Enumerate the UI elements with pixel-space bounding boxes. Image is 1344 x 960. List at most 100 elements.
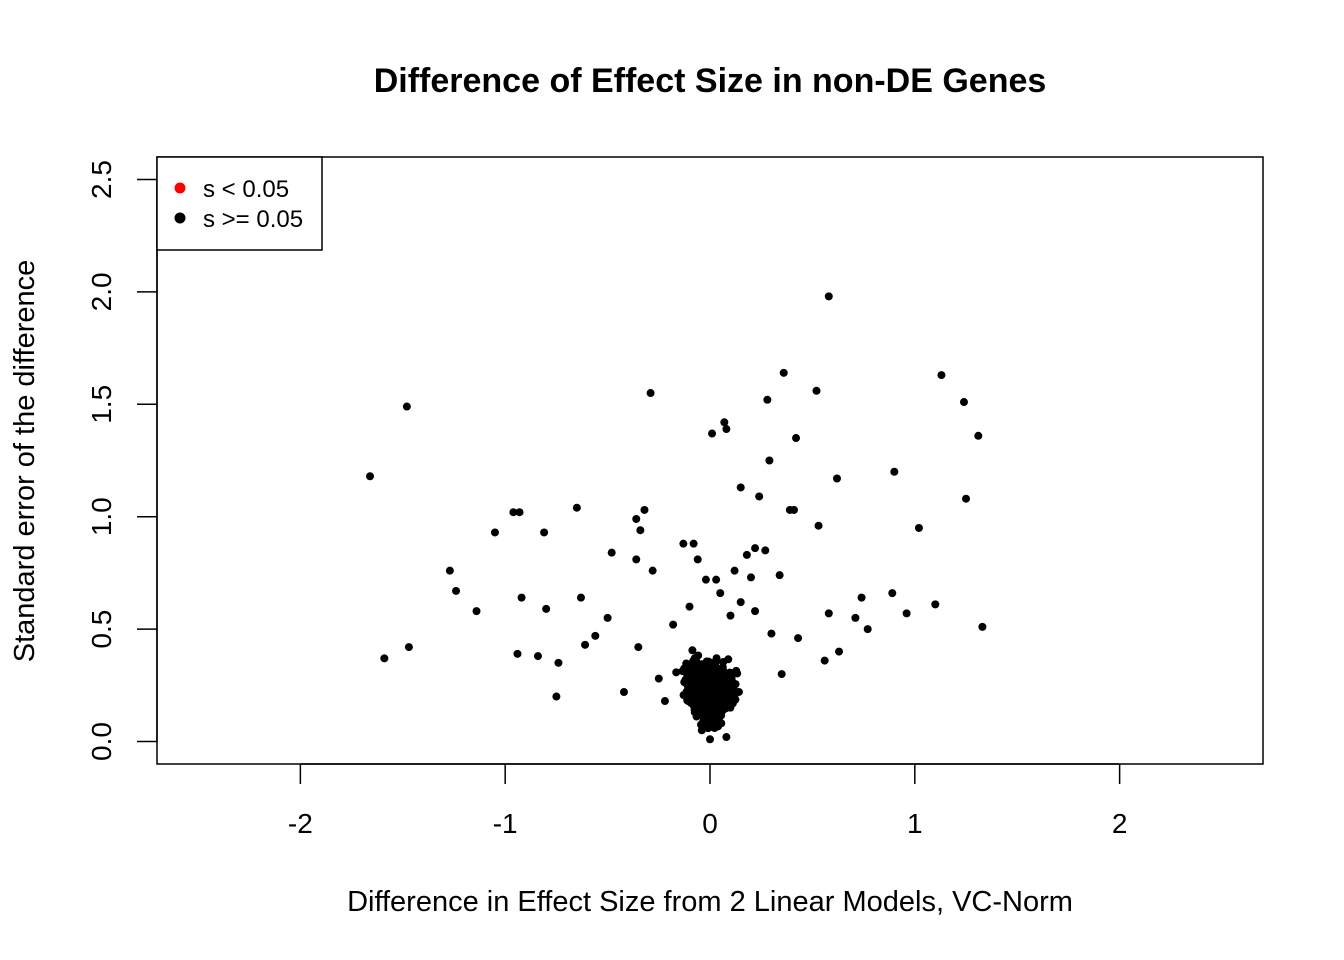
data-point	[445, 566, 454, 575]
data-point	[660, 697, 669, 706]
y-tick-label: 2.5	[86, 160, 117, 199]
y-axis-label: Standard error of the difference	[9, 260, 41, 663]
x-tick-label: 2	[1112, 808, 1128, 839]
data-point	[402, 402, 411, 411]
data-point	[720, 668, 729, 677]
data-point	[636, 526, 645, 535]
data-point	[634, 643, 643, 652]
x-axis-label: Difference in Effect Size from 2 Linear …	[347, 886, 1073, 918]
data-point	[697, 687, 706, 696]
data-point	[716, 589, 725, 598]
data-point	[669, 620, 678, 629]
data-point	[713, 702, 722, 711]
data-point	[888, 589, 897, 598]
data-point	[472, 607, 481, 616]
data-point	[572, 503, 581, 512]
data-point	[914, 523, 923, 532]
data-point	[820, 656, 829, 665]
data-point	[890, 467, 899, 476]
x-tick-label: 1	[907, 808, 923, 839]
data-point	[632, 514, 641, 523]
data-point	[607, 548, 616, 557]
y-tick-label: 1.5	[86, 385, 117, 424]
y-tick-label: 1.0	[86, 497, 117, 536]
data-point	[366, 472, 375, 481]
data-point	[542, 604, 551, 613]
data-point	[685, 602, 694, 611]
legend-marker-red	[174, 182, 186, 194]
data-point	[712, 575, 721, 584]
data-point	[832, 474, 841, 483]
data-point	[380, 654, 389, 663]
data-point	[689, 539, 698, 548]
x-tick-label: 0	[702, 808, 718, 839]
data-point	[779, 368, 788, 377]
y-tick-label: 0.0	[86, 722, 117, 761]
data-point	[680, 678, 689, 687]
data-point	[794, 634, 803, 643]
data-point	[515, 508, 524, 517]
y-axis: 0.0 0.5 1.0 1.5 2.0 2.5	[86, 160, 158, 761]
data-points	[366, 292, 987, 744]
data-point	[714, 687, 723, 696]
data-point	[540, 528, 549, 537]
data-point	[708, 674, 717, 683]
data-point	[765, 456, 774, 465]
data-point	[824, 292, 833, 301]
data-point	[708, 698, 717, 707]
data-point	[632, 555, 641, 564]
data-point	[679, 539, 688, 548]
data-point	[490, 528, 499, 537]
data-point	[619, 688, 628, 697]
data-point	[706, 735, 714, 744]
data-point	[728, 699, 737, 708]
data-point	[705, 682, 714, 691]
data-point	[931, 600, 940, 609]
legend-box	[156, 156, 323, 251]
data-point	[708, 720, 717, 729]
legend-label-red: s < 0.05	[203, 176, 289, 203]
data-point	[581, 640, 590, 649]
data-point	[719, 703, 728, 712]
data-point	[792, 434, 801, 443]
data-point	[654, 674, 663, 683]
data-point	[682, 659, 691, 668]
data-point	[761, 546, 770, 555]
x-axis: -2 -1 0 1 2	[288, 763, 1128, 839]
data-point	[711, 663, 720, 672]
data-point	[755, 492, 764, 501]
data-point	[775, 571, 784, 580]
legend: s < 0.05 s >= 0.05	[156, 156, 323, 251]
x-tick-label: -2	[288, 808, 313, 839]
legend-label-black: s >= 0.05	[203, 206, 303, 233]
data-point	[720, 418, 729, 427]
data-point	[937, 371, 946, 380]
data-point	[591, 631, 600, 640]
x-tick-label: -1	[493, 808, 518, 839]
data-point	[902, 609, 911, 618]
data-point	[691, 663, 700, 672]
data-point	[404, 643, 413, 652]
data-point	[693, 555, 702, 564]
data-point	[702, 706, 711, 715]
data-point	[719, 658, 728, 667]
data-point	[959, 398, 968, 407]
data-point	[974, 431, 983, 440]
data-point	[746, 573, 755, 582]
data-point	[734, 687, 743, 696]
data-point	[697, 669, 706, 678]
data-point	[851, 613, 860, 622]
data-point	[978, 622, 987, 631]
data-point	[509, 508, 518, 517]
data-point	[785, 505, 794, 514]
data-point	[706, 689, 715, 698]
data-point	[835, 647, 844, 656]
data-point	[814, 521, 823, 530]
data-point	[863, 625, 872, 634]
data-point	[708, 429, 717, 438]
data-point	[703, 716, 712, 725]
data-point	[533, 652, 542, 661]
data-point	[777, 670, 786, 679]
chart-title: Difference of Effect Size in non-DE Gene…	[374, 62, 1047, 100]
